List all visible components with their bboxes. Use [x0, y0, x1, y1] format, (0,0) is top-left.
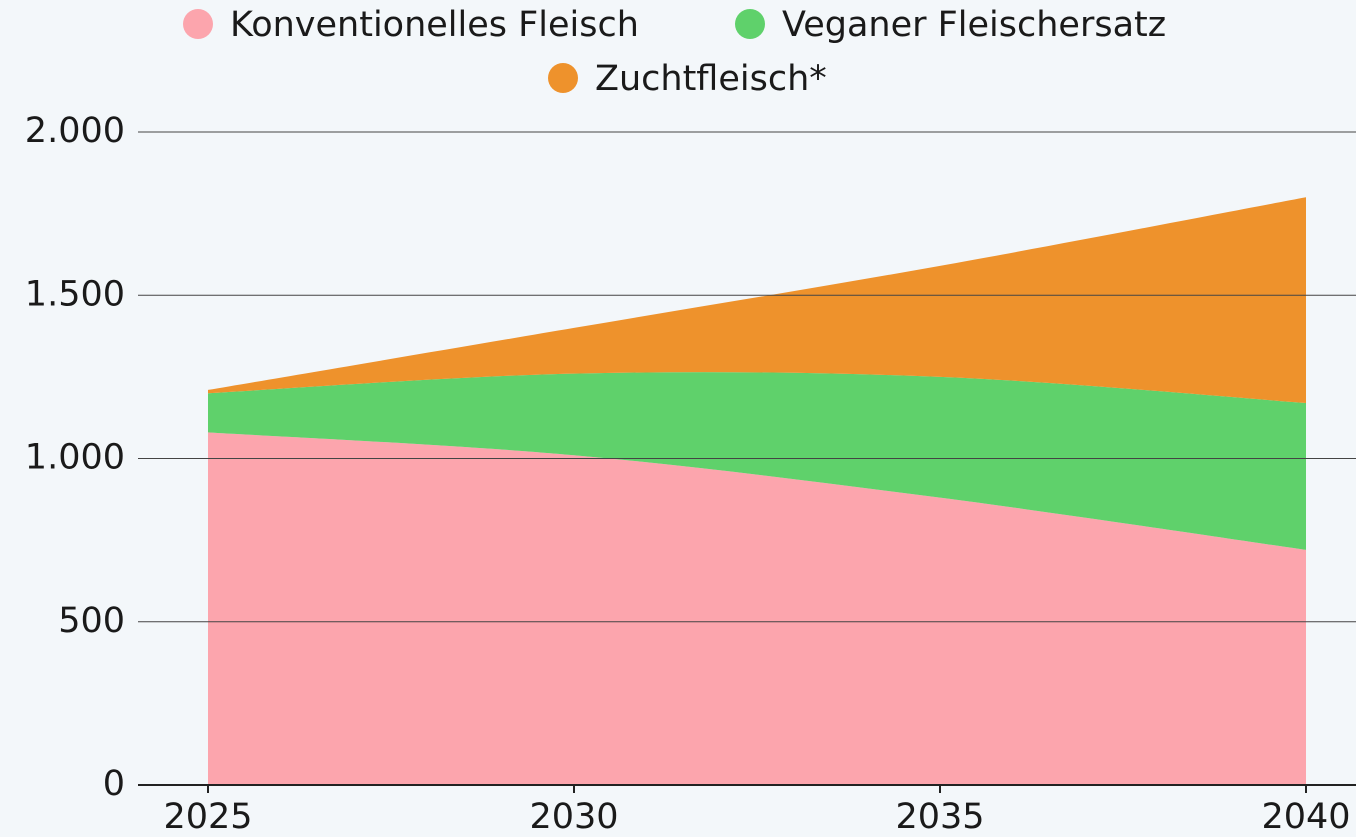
legend-label: Konventionelles Fleisch — [230, 5, 639, 45]
legend-marker — [548, 63, 578, 93]
x-tick-label: 2025 — [163, 797, 252, 837]
y-tick-label: 0 — [103, 764, 125, 804]
x-tick-label: 2030 — [529, 797, 618, 837]
legend-marker — [735, 9, 765, 39]
legend-marker — [183, 9, 213, 39]
x-tick-label: 2035 — [895, 797, 984, 837]
y-tick-label: 2.000 — [25, 111, 125, 151]
area — [208, 197, 1306, 403]
area — [208, 432, 1306, 785]
legend-label: Zuchtfleisch* — [595, 59, 827, 99]
area — [208, 372, 1306, 550]
y-tick-label: 1.000 — [25, 438, 125, 478]
y-tick-label: 500 — [58, 601, 125, 641]
x-tick-label: 2040 — [1261, 797, 1350, 837]
legend-label: Veganer Fleischersatz — [782, 5, 1166, 45]
y-tick-label: 1.500 — [25, 274, 125, 314]
